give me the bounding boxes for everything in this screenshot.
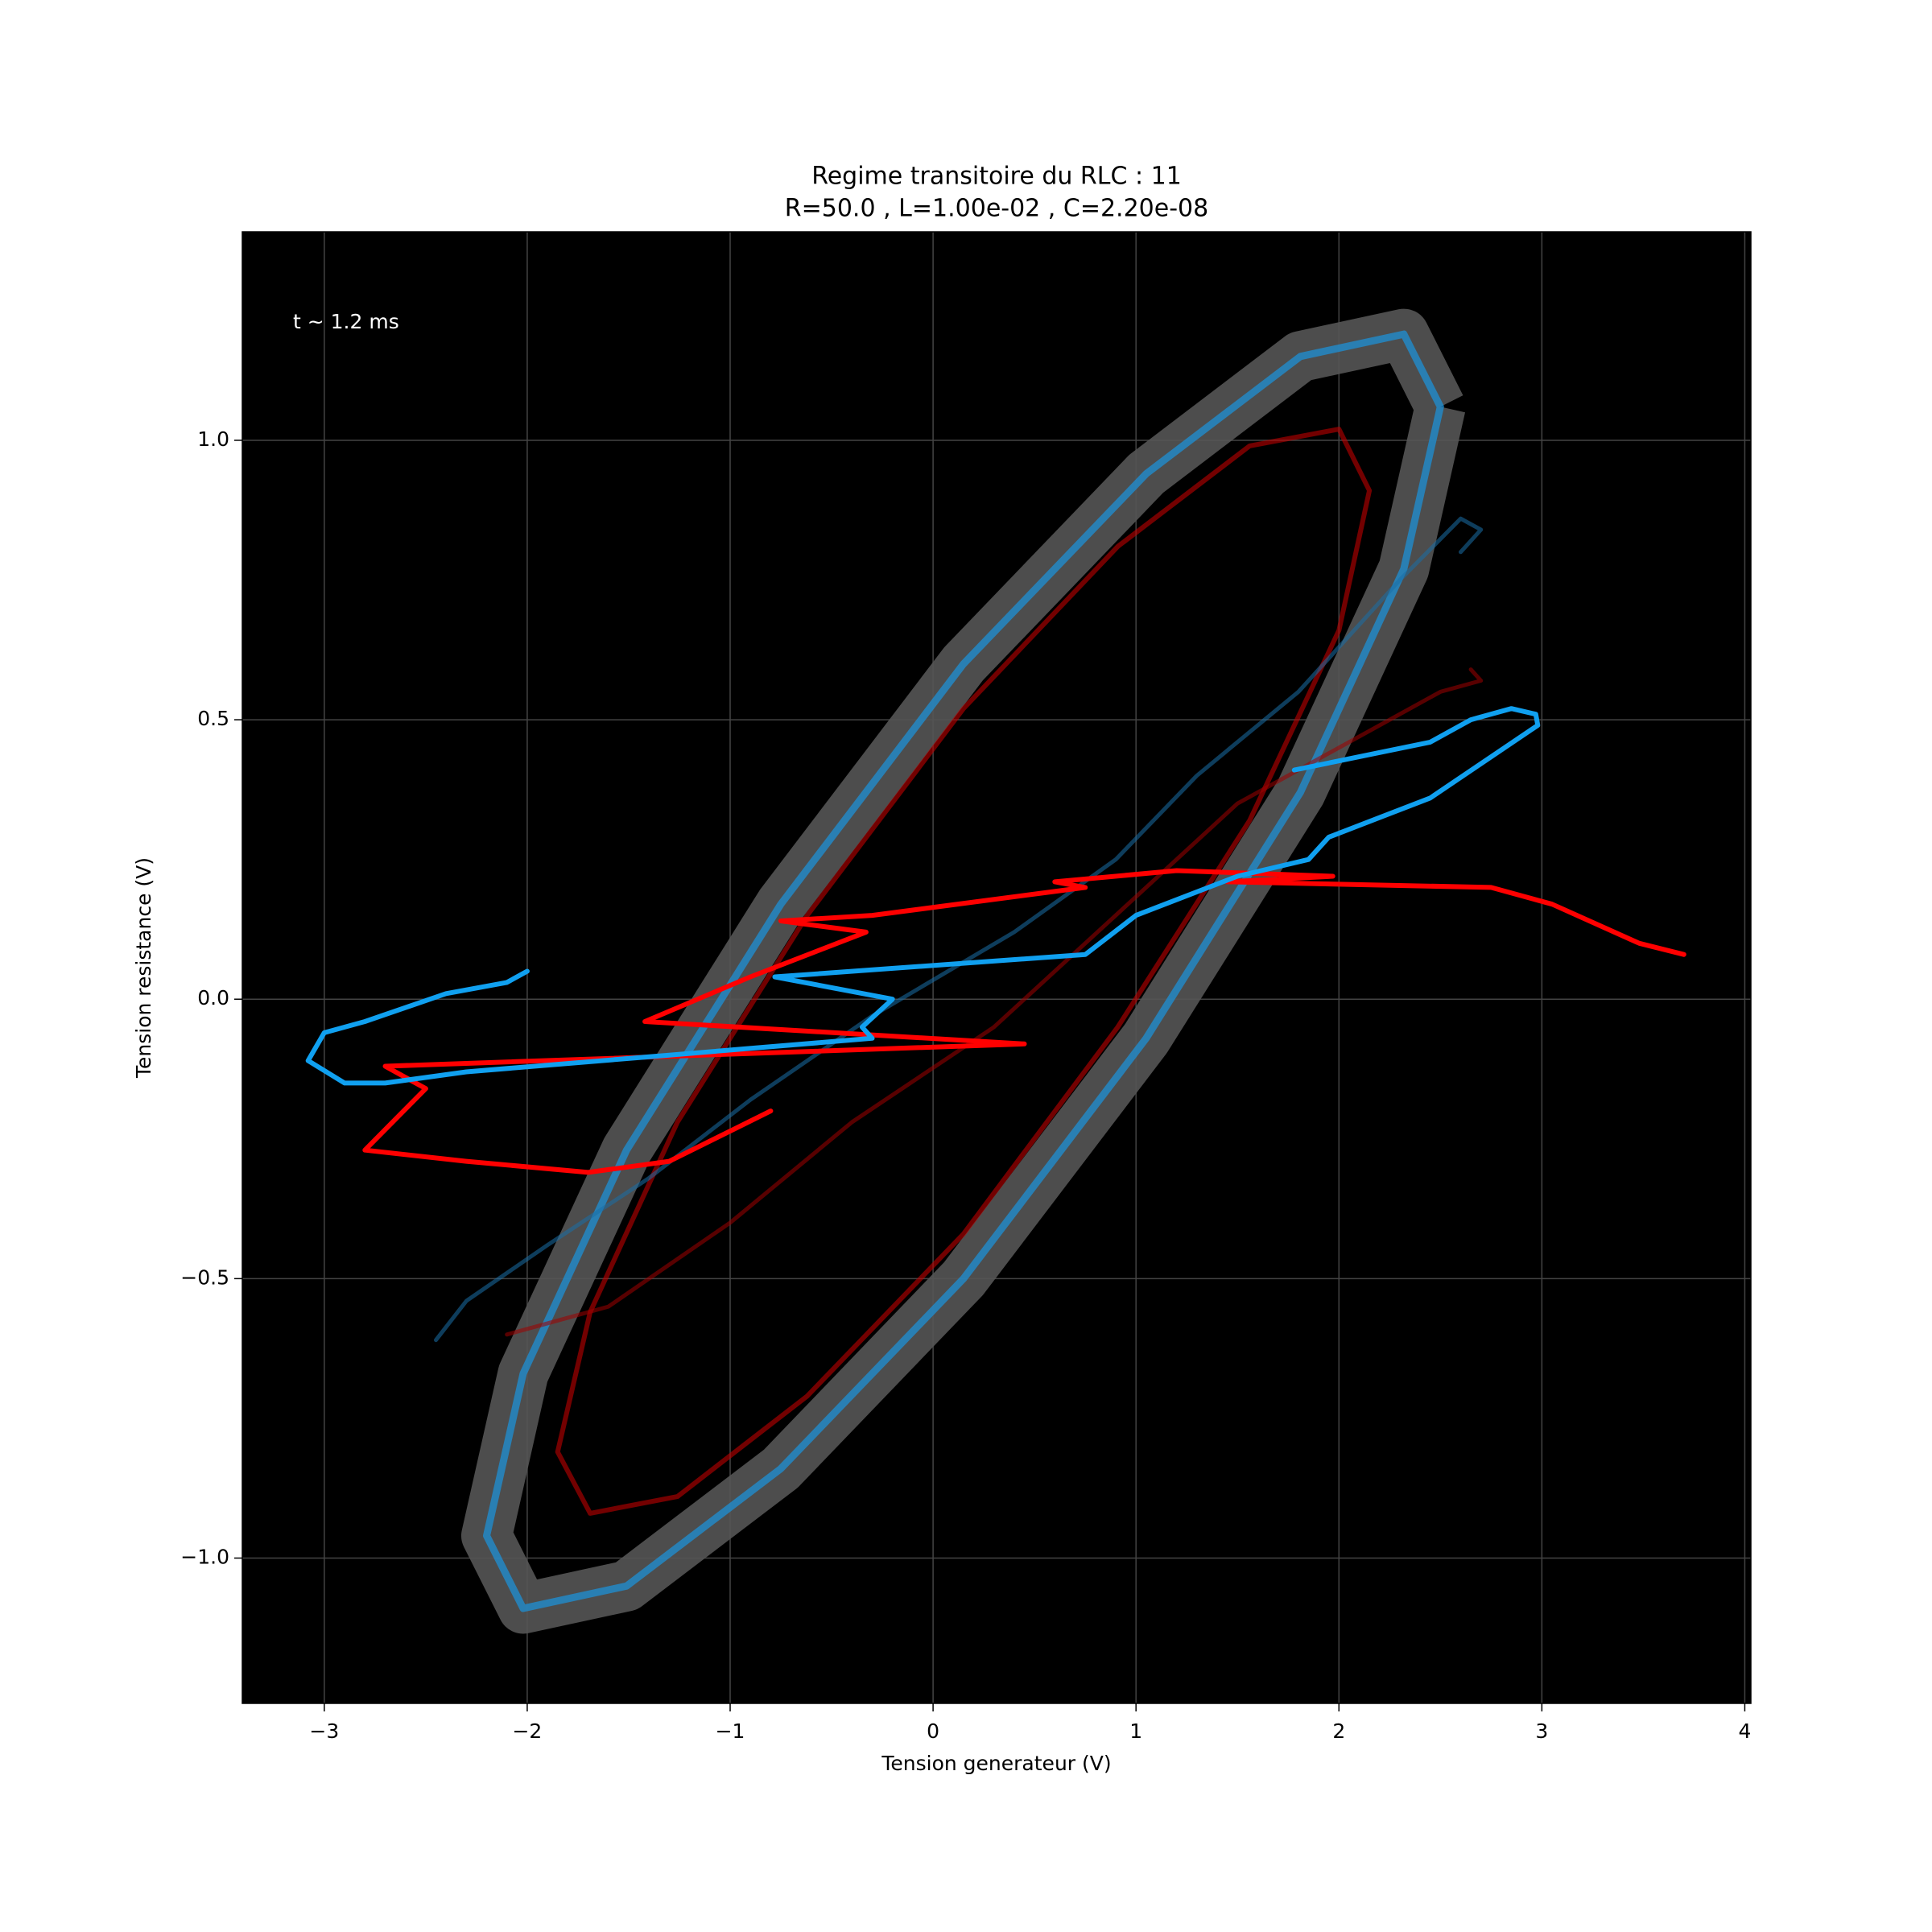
- y-tick-label: 0.5: [197, 707, 229, 730]
- x-tick-label: 1: [1129, 1719, 1142, 1743]
- x-tick-label: −1: [716, 1719, 745, 1743]
- chart-title: Regime transitoire du RLC : 11: [811, 163, 1182, 191]
- x-tick-label: 4: [1738, 1719, 1751, 1743]
- series-line: [434, 516, 1484, 1343]
- x-tick-label: −3: [309, 1719, 339, 1743]
- y-tick-label: −1.0: [180, 1545, 229, 1568]
- series-line: [483, 330, 1444, 1612]
- series-group: [305, 308, 1686, 1634]
- y-tick-label: 0.0: [197, 986, 229, 1009]
- series-line: [305, 706, 1541, 1086]
- x-tick-label: 0: [927, 1719, 939, 1743]
- y-tick-label: −0.5: [180, 1265, 229, 1289]
- plot-background: [242, 232, 1751, 1703]
- chart-subtitle: R=50.0 , L=1.00e-02 , C=2.20e-08: [785, 195, 1208, 223]
- y-tick-label: 1.0: [197, 427, 229, 451]
- y-axis-label: Tension resistance (V): [132, 857, 155, 1079]
- annotation: t ~ 1.2 ms: [293, 310, 399, 333]
- series-line: [505, 667, 1484, 1337]
- x-tick-label: 3: [1535, 1719, 1548, 1743]
- series-line: [362, 868, 1686, 1175]
- series-line: [555, 427, 1373, 1516]
- x-axis-label: Tension generateur (V): [881, 1752, 1111, 1775]
- x-tick-label: 2: [1332, 1719, 1345, 1743]
- plot-frame: [242, 231, 1752, 1704]
- x-tick-label: −2: [512, 1719, 542, 1743]
